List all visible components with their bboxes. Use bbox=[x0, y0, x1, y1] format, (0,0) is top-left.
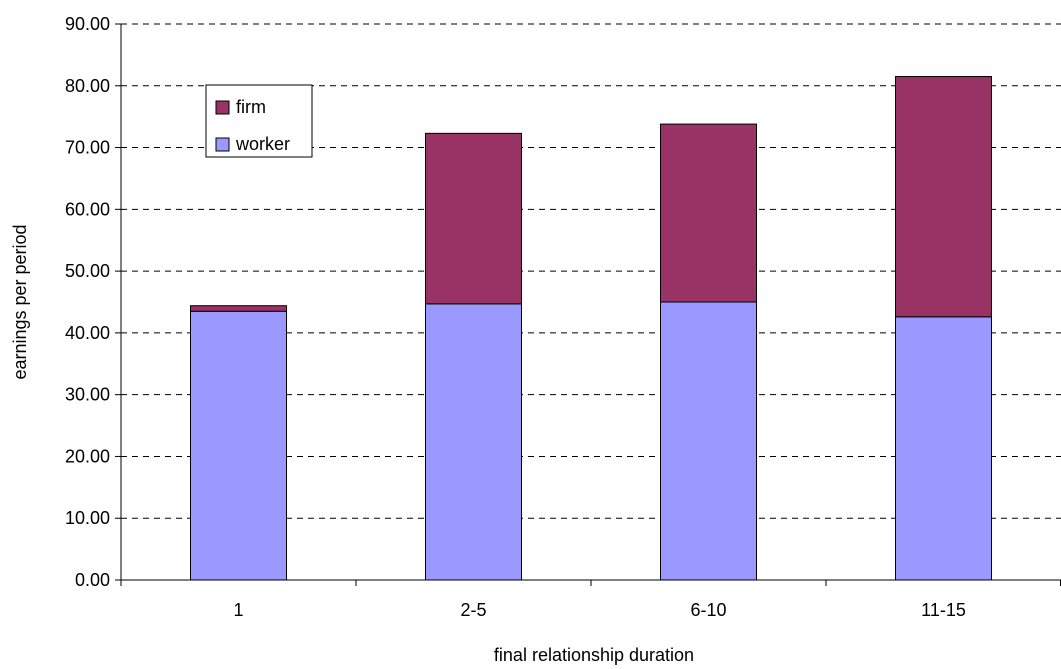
y-tick-label: 0.00 bbox=[75, 570, 110, 590]
legend-swatch-worker bbox=[215, 137, 230, 152]
x-tick-label: 1 bbox=[233, 600, 243, 620]
legend: firm worker bbox=[205, 84, 313, 158]
bar-worker-6-10 bbox=[660, 301, 757, 581]
bar-worker-2-5 bbox=[425, 303, 522, 581]
y-axis-title: earnings per period bbox=[10, 224, 30, 379]
x-tick-label: 11-15 bbox=[921, 600, 966, 620]
bar-firm-6-10 bbox=[660, 123, 757, 303]
bar-firm-1 bbox=[190, 305, 287, 312]
axes bbox=[115, 23, 1061, 586]
y-tick-label: 80.00 bbox=[65, 76, 110, 96]
x-tick-label: 6-10 bbox=[690, 600, 726, 620]
bar-firm-2-5 bbox=[425, 132, 522, 305]
y-tick-label: 10.00 bbox=[65, 508, 110, 528]
x-axis-title: final relationship duration bbox=[494, 645, 694, 665]
legend-label-firm: firm bbox=[236, 97, 266, 117]
bar-firm-11-15 bbox=[895, 76, 992, 318]
x-tick-labels: 1 2-5 6-10 11-15 bbox=[233, 600, 965, 620]
y-tick-labels: 0.00 10.00 20.00 30.00 40.00 50.00 60.00 70.00 8… bbox=[65, 14, 110, 590]
x-tick-label: 2-5 bbox=[460, 600, 486, 620]
y-tick-label: 60.00 bbox=[65, 199, 110, 219]
y-tick-label: 30.00 bbox=[65, 385, 110, 405]
y-tick-label: 20.00 bbox=[65, 446, 110, 466]
y-tick-label: 90.00 bbox=[65, 14, 110, 34]
y-tick-label: 50.00 bbox=[65, 261, 110, 281]
bar-worker-1 bbox=[190, 310, 287, 581]
legend-swatch-firm bbox=[215, 100, 230, 115]
legend-label-worker: worker bbox=[235, 134, 290, 154]
y-tick-label: 70.00 bbox=[65, 138, 110, 158]
bars bbox=[190, 76, 992, 581]
y-tick-label: 40.00 bbox=[65, 323, 110, 343]
bar-worker-11-15 bbox=[895, 316, 992, 581]
